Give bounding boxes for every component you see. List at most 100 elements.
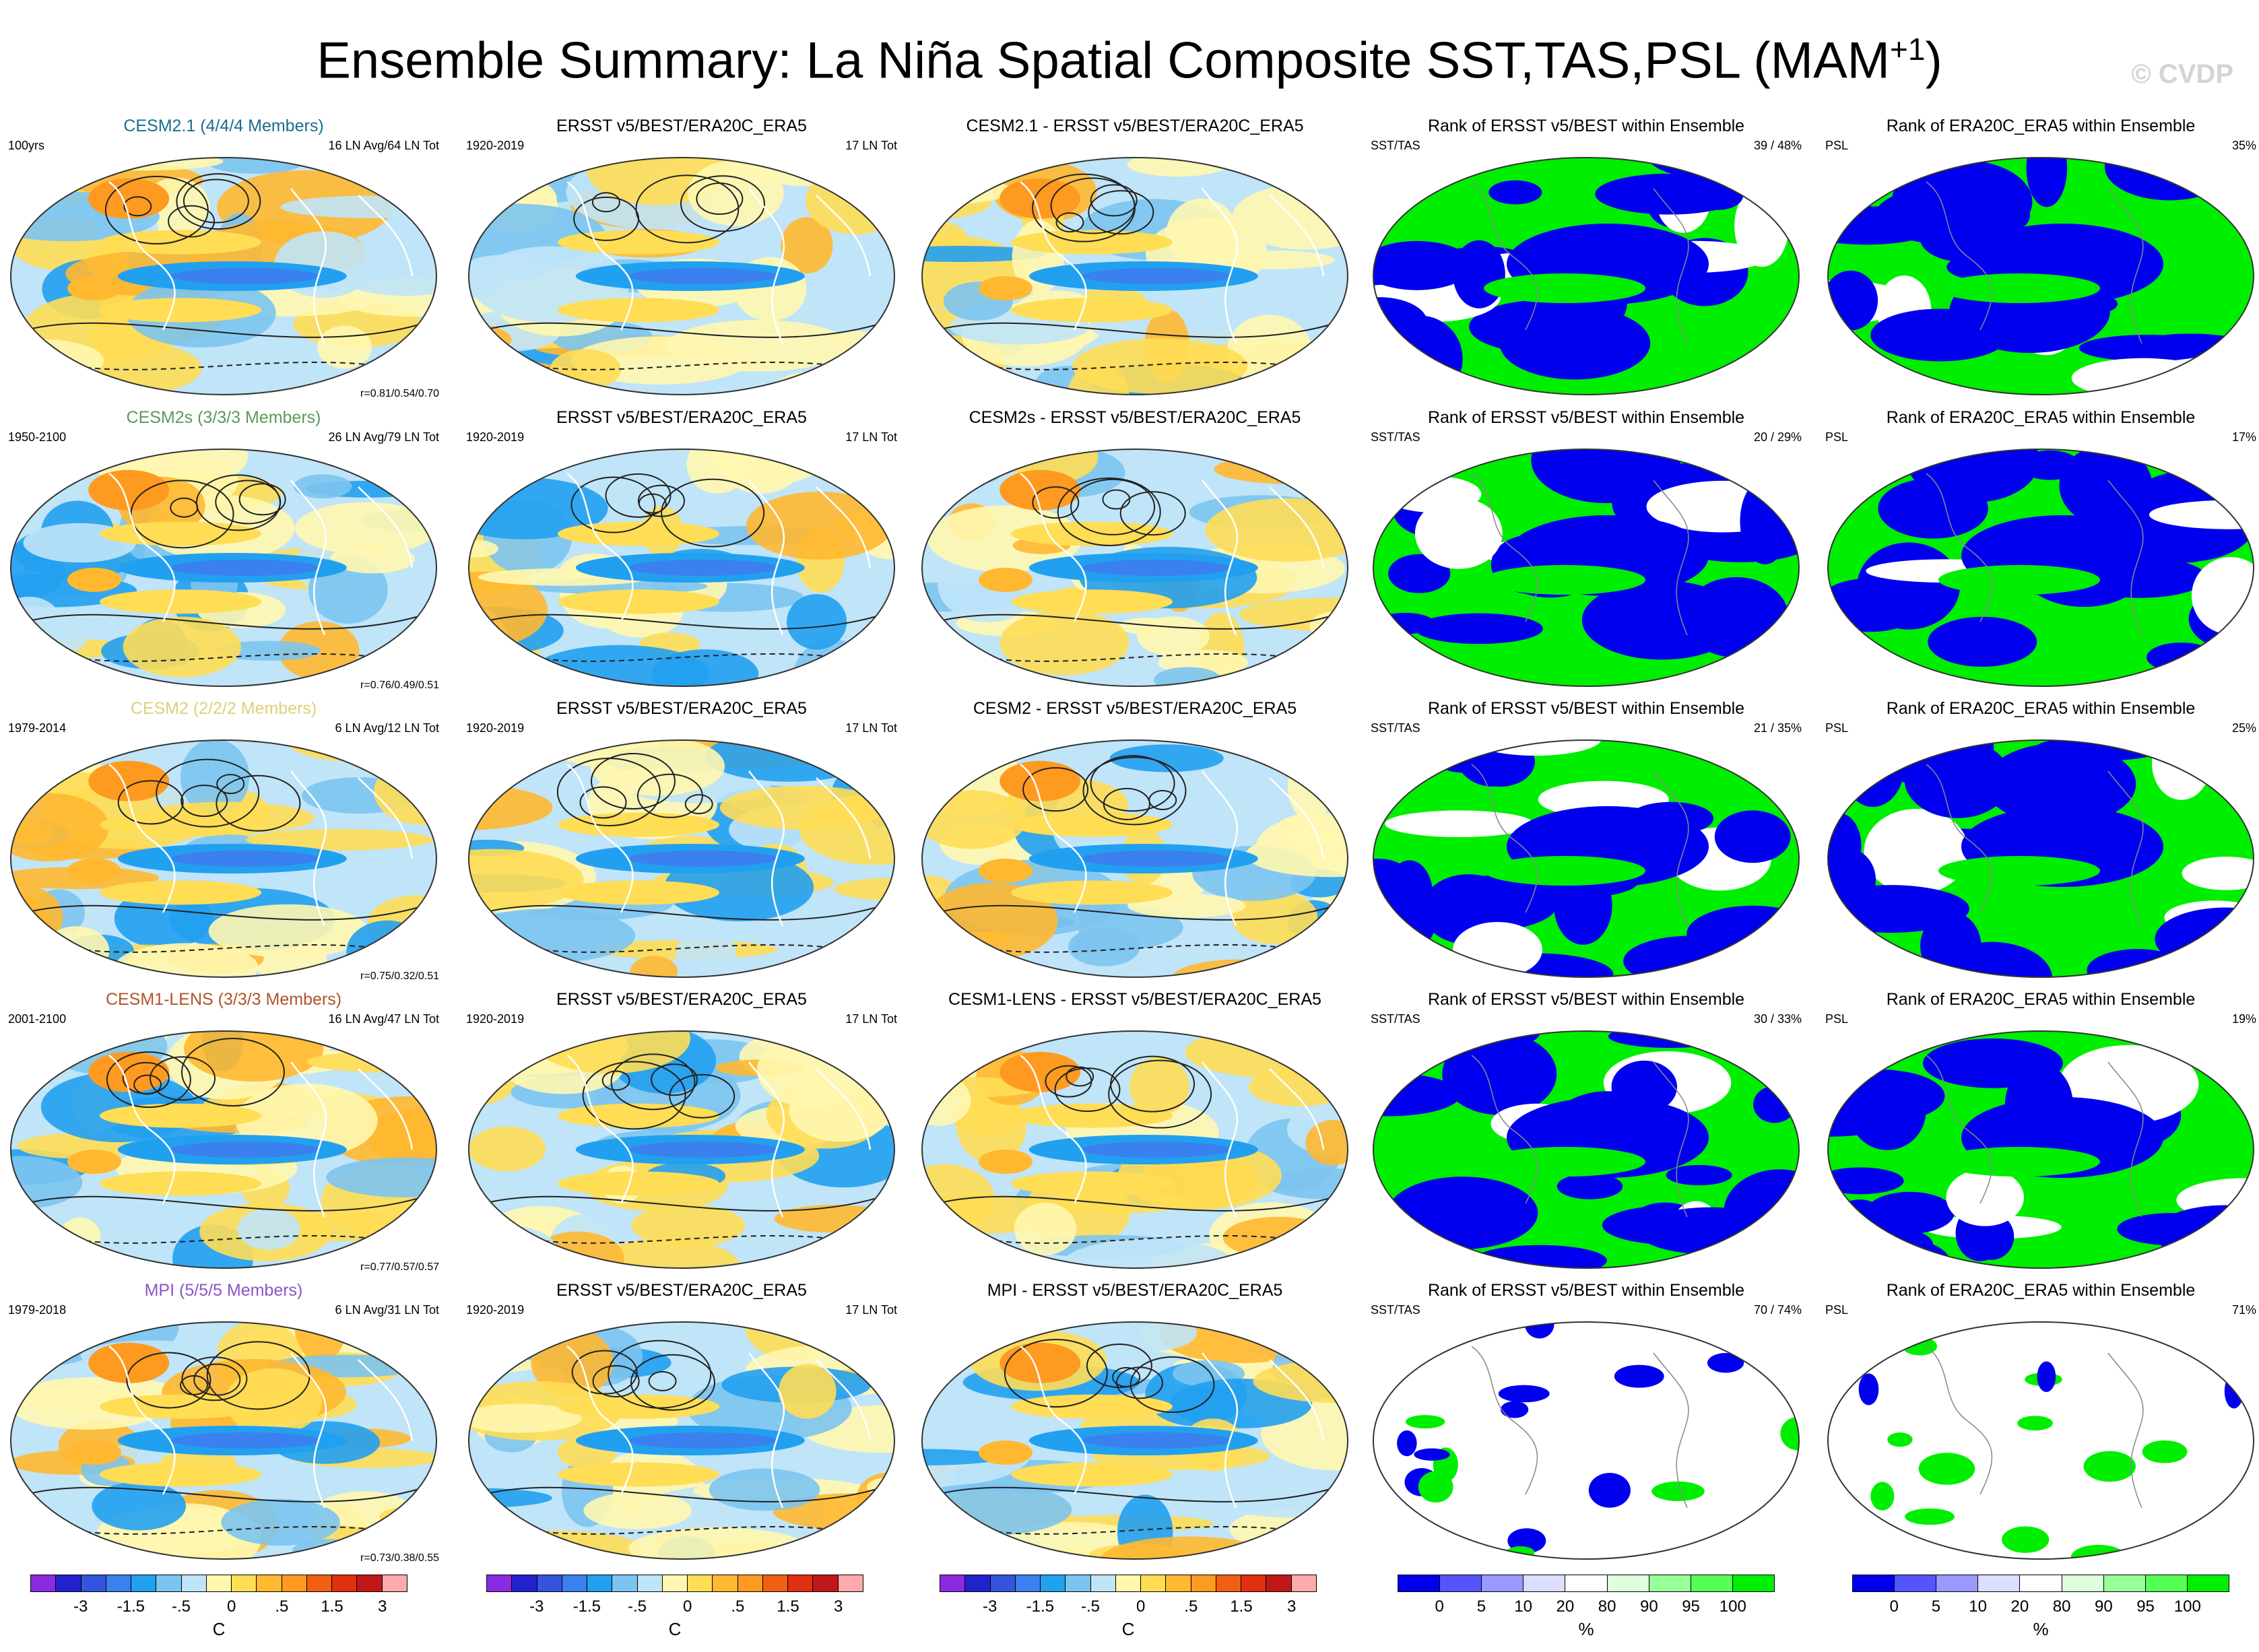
world-map — [10, 1321, 437, 1560]
colorbar-tick-label: -1.5 — [572, 1597, 601, 1616]
map-panel-rank-sst: Rank of ERSST v5/BEST within Ensemble SST… — [1371, 698, 1802, 988]
colorbar-swatch — [1090, 1575, 1116, 1591]
rank-percent: 70 / 74% — [1753, 1303, 1802, 1317]
panel-title: CESM2.1 - ERSST v5/BEST/ERA20C_ERA5 — [966, 117, 1304, 135]
panel-title: MPI (5/5/5 Members) — [144, 1281, 303, 1300]
colorbar-unit: C — [668, 1619, 682, 1639]
colorbar-swatch — [2187, 1575, 2229, 1591]
colorbar-swatch — [282, 1575, 307, 1591]
period-label: 1979-2014 — [8, 721, 67, 735]
map-outline — [468, 1030, 895, 1269]
map-outline — [1827, 157, 2254, 395]
panel-title: CESM2s (3/3/3 Members) — [126, 408, 321, 427]
map-outline — [921, 1321, 1348, 1560]
map-outline — [468, 449, 895, 687]
colorbar-swatch — [357, 1575, 383, 1591]
period-label: 1920-2019 — [466, 139, 525, 152]
map-panel-obs: ERSST v5/BEST/ERA20C_ERA5 1920-2019 17 LN … — [466, 116, 897, 405]
colorbar-tick-label: 0 — [682, 1597, 692, 1616]
world-map — [921, 739, 1348, 978]
world-map — [1827, 1321, 2254, 1560]
colorbar-swatch — [965, 1575, 991, 1591]
panel-title: Rank of ERA20C_ERA5 within Ensemble — [1886, 1281, 2196, 1300]
world-map — [468, 157, 895, 395]
colorbar-swatch — [56, 1575, 81, 1591]
temperature-field — [469, 740, 894, 977]
colorbar-swatch — [713, 1575, 738, 1591]
event-count: 17 LN Tot — [845, 1012, 897, 1026]
colorbar-swatch — [637, 1575, 663, 1591]
colorbar-tick-label: 80 — [2052, 1597, 2071, 1616]
temperature-field — [11, 449, 436, 686]
colorbar-swatch — [232, 1575, 257, 1591]
map-outline — [1373, 1030, 1800, 1269]
pattern-correlation: r=0.73/0.38/0.55 — [360, 1552, 439, 1564]
map-panel-obs: ERSST v5/BEST/ERA20C_ERA5 1920-2019 17 LN … — [466, 989, 897, 1279]
temperature-field — [11, 1031, 436, 1268]
panel-title: ERSST v5/BEST/ERA20C_ERA5 — [556, 990, 807, 1009]
colorbar-swatch — [1266, 1575, 1292, 1591]
panel-title: Rank of ERSST v5/BEST within Ensemble — [1427, 699, 1745, 718]
world-map — [10, 449, 437, 687]
panel-title: ERSST v5/BEST/ERA20C_ERA5 — [556, 117, 807, 135]
map-outline — [1373, 449, 1800, 687]
period-label: 2001-2100 — [8, 1012, 67, 1026]
temperature-field — [11, 158, 436, 395]
colorbar-swatch — [1978, 1575, 2021, 1591]
colorbar-swatch — [81, 1575, 106, 1591]
rank-field — [1828, 1031, 2254, 1268]
colorbar-swatch — [257, 1575, 282, 1591]
panel-title: CESM1-LENS (3/3/3 Members) — [105, 990, 342, 1009]
colorbar-unit: C — [1121, 1619, 1135, 1639]
panel-title: Rank of ERSST v5/BEST within Ensemble — [1427, 117, 1745, 135]
map-panel-model: CESM2s (3/3/3 Members) 1950-2100 26 LN Avg… — [8, 407, 439, 697]
event-count: 6 LN Avg/31 LN Tot — [335, 1303, 439, 1317]
temperature-field — [469, 1322, 894, 1559]
map-outline — [468, 157, 895, 395]
colorbar-swatch — [1482, 1575, 1524, 1591]
colorbar-tick-label: 3 — [833, 1597, 843, 1616]
colorbar-swatch — [762, 1575, 789, 1591]
panel-title: CESM2 (2/2/2 Members) — [130, 699, 317, 718]
colorbar-tick-label: -1.5 — [1026, 1597, 1055, 1616]
map-outline — [1373, 157, 1800, 395]
page-title: Ensemble Summary: La Niña Spatial Compos… — [0, 19, 2259, 91]
rank-field — [1373, 740, 1799, 977]
temperature-field — [922, 158, 1348, 395]
period-label: 1920-2019 — [466, 721, 525, 735]
period-label: 1920-2019 — [466, 1303, 525, 1317]
colorbar-swatch — [2062, 1575, 2104, 1591]
colorbar-tick-label: .5 — [275, 1597, 289, 1616]
map-panel-rank-sst: Rank of ERSST v5/BEST within Ensemble SST… — [1371, 407, 1802, 697]
colorbar-tick-label: 10 — [1514, 1597, 1533, 1616]
period-label: 1950-2100 — [8, 430, 67, 444]
colorbar-swatch — [813, 1575, 839, 1591]
temperature-field — [922, 449, 1348, 686]
colorbar-tick-label: 0 — [1435, 1597, 1444, 1616]
world-map — [1373, 1030, 1800, 1269]
colorbar-tick-label: .5 — [731, 1597, 745, 1616]
pattern-correlation: r=0.77/0.57/0.57 — [360, 1261, 439, 1273]
map-panel-diff: CESM2s - ERSST v5/BEST/ERA20C_ERA5 — [919, 407, 1350, 697]
colorbar-swatch — [662, 1575, 688, 1591]
colorbar-tick-label: 95 — [1682, 1597, 1700, 1616]
map-outline — [1827, 1321, 2254, 1560]
temperature-field — [11, 740, 436, 977]
temperature-colorbar: -3 -1.5 -.5 0 .5 1.5 3 C — [30, 1575, 407, 1649]
map-panel-rank-sst: Rank of ERSST v5/BEST within Ensemble SST… — [1371, 1280, 1802, 1570]
colorbar-swatch — [181, 1575, 207, 1591]
map-panel-model: CESM1-LENS (3/3/3 Members) 2001-2100 16 LN… — [8, 989, 439, 1279]
rank-percent: 17% — [2231, 430, 2256, 444]
colorbar-swatch — [537, 1575, 562, 1591]
colorbar-swatch — [382, 1575, 407, 1591]
panel-title: Rank of ERSST v5/BEST within Ensemble — [1427, 990, 1745, 1009]
colorbar-swatch — [1649, 1575, 1691, 1591]
world-map — [1373, 449, 1800, 687]
colorbar-swatch — [940, 1575, 966, 1591]
map-outline — [921, 739, 1348, 978]
rank-field — [1373, 449, 1799, 686]
colorbar-swatch — [1853, 1575, 1895, 1591]
map-panel-model: CESM2 (2/2/2 Members) 1979-2014 6 LN Avg/1… — [8, 698, 439, 988]
temperature-field — [469, 1031, 894, 1268]
map-outline — [468, 739, 895, 978]
